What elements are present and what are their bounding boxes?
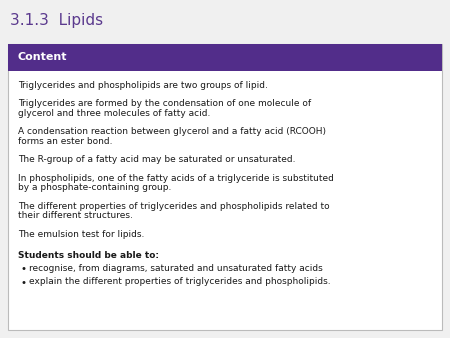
Text: Content: Content	[17, 52, 67, 63]
Text: explain the different properties of triglycerides and phospholipids.: explain the different properties of trig…	[29, 277, 331, 287]
Text: recognise, from diagrams, saturated and unsaturated fatty acids: recognise, from diagrams, saturated and …	[29, 264, 323, 273]
Text: Triglycerides are formed by the condensation of one molecule of: Triglycerides are formed by the condensa…	[18, 99, 311, 108]
Text: The R-group of a fatty acid may be saturated or unsaturated.: The R-group of a fatty acid may be satur…	[18, 155, 296, 165]
Text: forms an ester bond.: forms an ester bond.	[18, 137, 112, 146]
Text: by a phosphate-containing group.: by a phosphate-containing group.	[18, 184, 171, 193]
Text: 3.1.3  Lipids: 3.1.3 Lipids	[10, 13, 103, 28]
Text: The different properties of triglycerides and phospholipids related to: The different properties of triglyceride…	[18, 202, 329, 211]
Text: •: •	[20, 277, 26, 288]
Text: Students should be able to:: Students should be able to:	[18, 250, 159, 260]
Bar	[8, 44, 442, 71]
Text: glycerol and three molecules of fatty acid.: glycerol and three molecules of fatty ac…	[18, 109, 211, 118]
Text: A condensation reaction between glycerol and a fatty acid (RCOOH): A condensation reaction between glycerol…	[18, 127, 326, 137]
Text: their different structures.: their different structures.	[18, 212, 133, 220]
Text: Triglycerides and phospholipids are two groups of lipid.: Triglycerides and phospholipids are two …	[18, 81, 268, 90]
Text: In phospholipids, one of the fatty acids of a triglyceride is substituted: In phospholipids, one of the fatty acids…	[18, 174, 334, 183]
Text: The emulsion test for lipids.: The emulsion test for lipids.	[18, 230, 144, 239]
Text: •: •	[20, 264, 26, 274]
Bar	[8, 44, 442, 330]
